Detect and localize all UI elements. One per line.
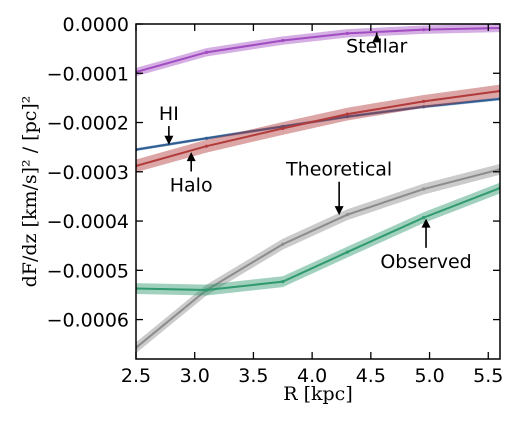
- y-tick-label: −0.0005: [47, 260, 129, 282]
- y-axis-label: dF/dz [km/s]² / [pc]²: [19, 96, 41, 288]
- data-point-hi: [422, 105, 426, 109]
- plot-frame: [135, 23, 501, 360]
- x-tick-label: 3.5: [238, 365, 268, 387]
- data-point-theoretical: [422, 187, 426, 191]
- data-point-halo: [422, 99, 426, 103]
- annotation-observed: Observed: [380, 218, 472, 273]
- data-point-halo: [281, 126, 285, 131]
- data-point-hi: [204, 136, 209, 140]
- series-band-observed: [136, 182, 500, 296]
- x-tick-label: 4.5: [356, 365, 386, 387]
- y-tick-label: 0.0000: [63, 14, 129, 36]
- x-tick-label: 5.0: [414, 365, 444, 387]
- data-point-observed: [204, 288, 209, 292]
- x-axis-label: R [kpc]: [283, 383, 353, 405]
- annotation-theoretical: Theoretical: [285, 159, 392, 216]
- annotation-label: Observed: [380, 251, 471, 273]
- annotation-arrow-head: [421, 218, 431, 228]
- y-tick-label: −0.0003: [47, 162, 129, 184]
- series-layer: [136, 24, 500, 354]
- series-line-observed: [136, 187, 500, 292]
- series-band-stellar: [136, 24, 500, 77]
- series-line-stellar: [136, 26, 500, 73]
- data-point-observed: [345, 250, 349, 254]
- tick-layer: 2.5 3.0 3.5 4.0 4.5 5.0 5.5 0.0000 −0.0001 −0.000…: [47, 14, 504, 387]
- data-point-observed: [281, 280, 285, 284]
- data-point-stellar: [281, 38, 285, 43]
- series-line-halo: [136, 90, 500, 167]
- data-point-halo: [204, 144, 209, 148]
- annotation-hi: HI: [159, 103, 179, 145]
- annotation-label: HI: [159, 103, 179, 125]
- annotation-label: Stellar: [346, 36, 407, 58]
- annotation-arrow-head: [334, 206, 344, 216]
- y-tick-label: −0.0004: [47, 211, 129, 233]
- data-point-observed: [422, 216, 426, 220]
- data-point-stellar: [422, 28, 426, 32]
- series-band-theoretical: [136, 163, 500, 354]
- series-band-halo: [136, 84, 500, 173]
- data-point-hi: [345, 115, 349, 119]
- annotation-layer: Stellar HI Halo Theoretical Observed: [159, 32, 472, 273]
- data-point-stellar: [204, 50, 209, 54]
- data-point-stellar: [345, 31, 349, 35]
- x-tick-label: 3.0: [180, 365, 210, 387]
- annotation-arrow-head: [164, 135, 174, 145]
- data-point-theoretical: [281, 242, 285, 246]
- data-point-halo: [345, 112, 349, 116]
- series-line-theoretical: [136, 168, 500, 349]
- data-point-theoretical: [345, 213, 349, 217]
- y-tick-label: −0.0002: [47, 113, 129, 135]
- x-tick-label: 2.5: [121, 365, 151, 387]
- x-tick-label: 5.5: [473, 365, 503, 387]
- annotation-arrow-head: [186, 152, 196, 162]
- y-tick-label: −0.0001: [47, 63, 129, 85]
- annotation-halo: Halo: [170, 152, 213, 197]
- annotation-arrow-head: [372, 33, 382, 43]
- annotation-label: Theoretical: [285, 159, 392, 181]
- annotation-label: Halo: [170, 175, 213, 197]
- x-tick-label: 4.0: [297, 365, 327, 387]
- y-tick-label: −0.0006: [47, 310, 129, 332]
- annotation-stellar: Stellar: [346, 32, 408, 58]
